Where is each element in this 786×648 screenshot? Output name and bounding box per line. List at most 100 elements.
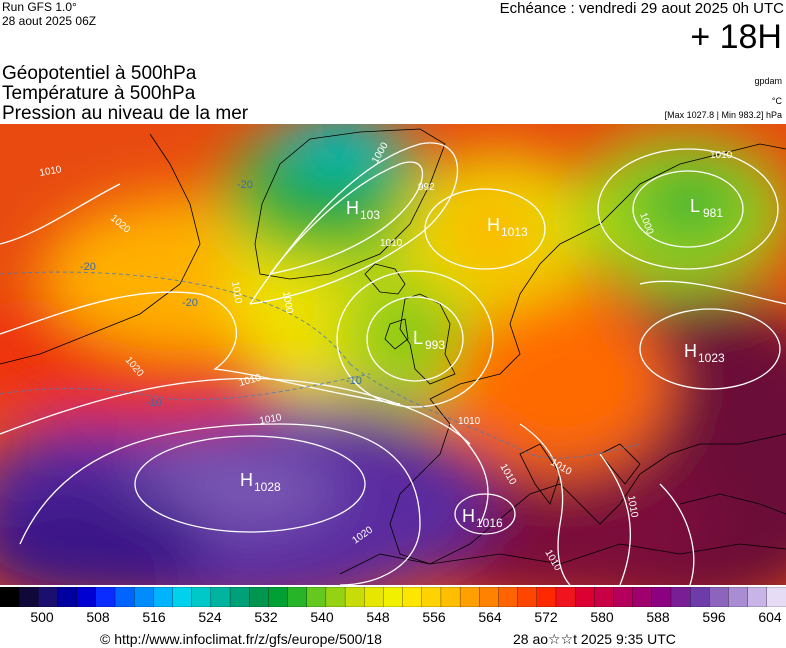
isobar-label: 1010 bbox=[229, 281, 244, 305]
scale-tick-label: 588 bbox=[646, 609, 670, 625]
unit-celsius: °C bbox=[771, 96, 782, 106]
color-swatch bbox=[172, 587, 193, 607]
color-swatch bbox=[613, 587, 634, 607]
pressure-system-high: H bbox=[487, 215, 500, 235]
scale-tick-label: 524 bbox=[198, 609, 222, 625]
temperature-labels: -20 -20 -10 -10 -20 bbox=[80, 179, 362, 409]
color-swatch bbox=[383, 587, 404, 607]
color-swatch bbox=[0, 587, 20, 607]
color-swatch bbox=[479, 587, 499, 607]
color-swatch bbox=[229, 587, 250, 607]
color-swatch bbox=[594, 587, 615, 607]
color-swatch bbox=[728, 587, 749, 607]
pressure-system-high: H bbox=[462, 506, 475, 526]
color-swatch bbox=[153, 587, 174, 607]
color-swatch bbox=[210, 587, 231, 607]
weather-map[interactable]: H 1028 H 1013 H 1023 H 1016 H 103 L 981 … bbox=[0, 124, 786, 585]
isobar-label: 1000 bbox=[280, 291, 295, 315]
generation-timestamp: 28 ao☆☆t 2025 9:35 UTC bbox=[513, 631, 676, 647]
color-swatch bbox=[364, 587, 384, 607]
temperature-label: -10 bbox=[346, 375, 362, 387]
title-temperature: Température à 500hPa bbox=[2, 83, 196, 104]
scale-tick-label: 572 bbox=[534, 609, 558, 625]
scale-tick-label: 580 bbox=[590, 609, 614, 625]
color-swatch bbox=[287, 587, 308, 607]
color-scale-bar bbox=[0, 587, 786, 607]
color-swatch bbox=[459, 587, 480, 607]
color-swatch bbox=[632, 587, 653, 607]
pressure-system-value: 103 bbox=[360, 208, 380, 222]
scale-tick-label: 604 bbox=[758, 609, 782, 625]
color-swatch bbox=[440, 587, 461, 607]
color-swatch bbox=[747, 587, 768, 607]
color-swatch bbox=[344, 587, 365, 607]
color-swatch bbox=[325, 587, 346, 607]
unit-gpdam: gpdam bbox=[754, 76, 782, 86]
pressure-system-high: H bbox=[684, 341, 697, 361]
color-swatch bbox=[651, 587, 672, 607]
color-swatch bbox=[191, 587, 212, 607]
pressure-system-value: 993 bbox=[425, 338, 445, 352]
forecast-validity: Echéance : vendredi 29 aout 2025 0h UTC bbox=[499, 0, 784, 17]
color-swatch bbox=[402, 587, 423, 607]
title-pressure: Pression au niveau de la mer bbox=[2, 103, 249, 124]
color-swatch bbox=[249, 587, 269, 607]
isobar-label: 1010 bbox=[625, 495, 640, 519]
color-swatch bbox=[95, 587, 116, 607]
color-swatch bbox=[19, 587, 39, 607]
scale-tick-label: 548 bbox=[366, 609, 390, 625]
color-swatch bbox=[421, 587, 442, 607]
run-label: Run GFS 1.0° bbox=[2, 0, 77, 14]
run-date: 28 aout 2025 06Z bbox=[2, 14, 97, 28]
scale-tick-label: 596 bbox=[702, 609, 726, 625]
scale-tick-label: 500 bbox=[30, 609, 54, 625]
color-swatch bbox=[536, 587, 557, 607]
pressure-system-low: L bbox=[690, 196, 700, 216]
isobar-label: 1010 bbox=[259, 412, 283, 427]
pressure-systems: H 1028 H 1013 H 1023 H 1016 H 103 L 981 … bbox=[240, 196, 725, 530]
color-swatch bbox=[134, 587, 154, 607]
lead-time: + 18H bbox=[690, 18, 782, 56]
pressure-system-value: 1028 bbox=[254, 480, 281, 494]
pressure-system-value: 1016 bbox=[476, 516, 503, 530]
pressure-system-low: L bbox=[413, 328, 423, 348]
scale-tick-label: 556 bbox=[422, 609, 446, 625]
isotherms bbox=[0, 271, 641, 459]
credit-link[interactable]: © http://www.infoclimat.fr/z/gfs/europe/… bbox=[100, 631, 382, 647]
temperature-label: -20 bbox=[182, 297, 198, 309]
coastlines bbox=[0, 128, 786, 575]
color-swatch bbox=[498, 587, 519, 607]
color-swatch bbox=[38, 587, 59, 607]
isobar-label: 1010 bbox=[458, 416, 481, 427]
pressure-system-value: 981 bbox=[703, 206, 723, 220]
pressure-system-value: 1013 bbox=[501, 225, 528, 239]
color-swatch bbox=[690, 587, 710, 607]
color-swatch bbox=[709, 587, 730, 607]
pressure-system-high: H bbox=[240, 470, 253, 490]
color-swatch bbox=[306, 587, 327, 607]
color-scale-labels: 500 508 516 524 532 540 548 556 564 572 580 588 596 6… bbox=[0, 609, 786, 627]
temperature-label: -10 bbox=[146, 397, 162, 409]
title-geopotential: Géopotentiel à 500hPa bbox=[2, 63, 197, 84]
isobar-label: 992 bbox=[418, 182, 435, 193]
unit-pressure-range: [Max 1027.8 | Min 983.2] hPa bbox=[664, 110, 782, 120]
color-swatch bbox=[517, 587, 538, 607]
isobar-label: 1010 bbox=[39, 164, 63, 179]
temperature-label: -20 bbox=[237, 179, 253, 191]
color-swatch bbox=[766, 587, 786, 607]
color-swatch bbox=[114, 587, 135, 607]
scale-tick-label: 540 bbox=[310, 609, 334, 625]
scale-tick-label: 508 bbox=[86, 609, 110, 625]
temperature-label: -20 bbox=[80, 261, 96, 273]
pressure-system-high: H bbox=[346, 198, 359, 218]
color-swatch bbox=[574, 587, 595, 607]
isobar-label: 1010 bbox=[380, 238, 403, 249]
color-swatch bbox=[555, 587, 576, 607]
scale-tick-label: 516 bbox=[142, 609, 166, 625]
isobars bbox=[0, 142, 786, 585]
scale-tick-label: 532 bbox=[254, 609, 278, 625]
color-swatch bbox=[76, 587, 97, 607]
color-swatch bbox=[670, 587, 691, 607]
pressure-system-value: 1023 bbox=[698, 351, 725, 365]
scale-tick-label: 564 bbox=[478, 609, 502, 625]
